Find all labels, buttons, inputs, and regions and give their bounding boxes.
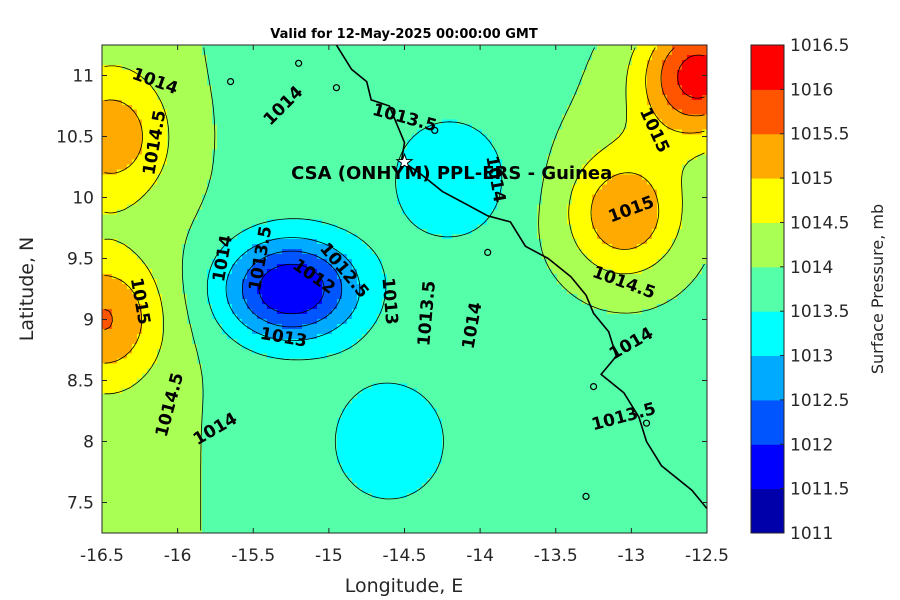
chart-title: Valid for 12-May-2025 00:00:00 GMT [270, 27, 538, 42]
colorbar-tick-label: 1011.5 [790, 480, 849, 500]
y-tick-label: 10 [72, 189, 94, 209]
x-tick-label: -15.5 [231, 546, 275, 566]
colorbar-swatch [751, 399, 784, 445]
y-tick-label: 11 [72, 67, 94, 87]
colorbar-tick-label: 1012 [790, 435, 833, 455]
colorbar-tick-label: 1013 [790, 347, 833, 367]
colorbar-swatch [751, 355, 784, 401]
station-star-icon [395, 152, 414, 170]
colorbar-tick-label: 1013.5 [790, 302, 849, 322]
y-tick-label: 10.5 [56, 128, 94, 148]
colorbar-swatch [751, 311, 784, 357]
pressure-field [102, 45, 707, 533]
colorbar-swatch [751, 488, 784, 534]
station-marker: CSA (ONHYM) PPL-ERS - Guinea [291, 152, 612, 184]
colorbar-swatch [751, 266, 784, 312]
isobar-1014.5 [104, 47, 705, 395]
colorbar-swatch [751, 45, 784, 90]
isobar-1013 [225, 237, 361, 341]
isobar-1012 [258, 263, 325, 315]
colorbar-swatch [751, 222, 784, 268]
colorbar-swatch [751, 133, 784, 179]
colorbar-tick-label: 1015.5 [790, 125, 849, 145]
isobar-1012.5 [242, 250, 343, 328]
y-tick-label: 9.5 [67, 250, 94, 270]
x-axis-label: Longitude, E [345, 575, 464, 597]
isobar-1015 [104, 47, 705, 364]
island-outline [226, 77, 235, 86]
colorbar-frame [750, 44, 785, 534]
isobar-1016 [677, 54, 705, 99]
y-tick-label: 8 [83, 433, 94, 453]
island-outline [332, 84, 341, 92]
x-tick-label: -14.5 [383, 546, 427, 566]
isobar-1014 [181, 47, 705, 531]
x-tick-label: -16 [164, 546, 192, 566]
island-outline [582, 492, 590, 500]
isobar-1015.5 [104, 47, 705, 331]
coastline [226, 45, 707, 510]
contour-label: 1013 [377, 277, 401, 326]
x-tick-label: -13 [617, 546, 645, 566]
colorbar-label: Surface Pressure, mb [868, 204, 887, 374]
y-axis-label: Latitude, N [16, 237, 38, 342]
y-tick-label: 9 [83, 311, 94, 331]
island-outline [295, 59, 303, 67]
island-outline [484, 248, 492, 256]
x-axis: -16.5 -16 -15.5 -15 -14.5 -14 -13.5 -13 -12.5 [80, 45, 729, 566]
colorbar-tick-label: 1011 [790, 524, 833, 544]
colorbar-swatch [751, 178, 784, 223]
colorbar-tick-label: 1016.5 [790, 36, 849, 56]
colorbar-swatch [751, 89, 784, 135]
island-outline [431, 126, 439, 134]
colorbar: 1011 1011.5 1012 1012.5 1013 1013.5 1014 1014.5… [750, 36, 849, 544]
coastline-path [335, 45, 707, 510]
y-tick-label: 7.5 [67, 494, 94, 514]
colorbar-tick-label: 1015 [790, 169, 833, 189]
x-tick-label: -15 [315, 546, 343, 566]
x-tick-label: -13.5 [534, 546, 578, 566]
station-label: CSA (ONHYM) PPL-ERS - Guinea [291, 163, 612, 184]
y-tick-label: 8.5 [67, 372, 94, 392]
x-tick-label: -12.5 [685, 546, 729, 566]
colorbar-tick-label: 1014 [790, 258, 833, 278]
y-axis: 7.5 8 8.5 9 9.5 10 10.5 11 [56, 67, 707, 514]
island-outline [642, 419, 651, 427]
colorbar-tick-label: 1016 [790, 80, 833, 100]
x-tick-label: -16.5 [80, 546, 124, 566]
x-tick-label: -14 [466, 546, 494, 566]
plot-area [102, 45, 707, 533]
island-outline [589, 383, 598, 391]
colorbar-tick-label: 1012.5 [790, 391, 849, 411]
colorbar-swatch [751, 444, 784, 490]
colorbar-tick-label: 1014.5 [790, 213, 849, 233]
